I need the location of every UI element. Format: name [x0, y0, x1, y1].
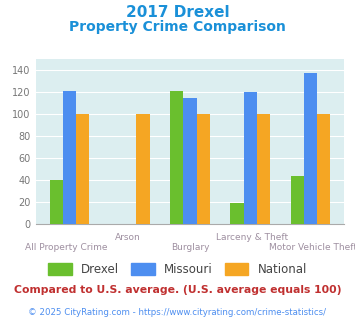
Bar: [76, 115, 89, 224]
Bar: [197, 115, 210, 224]
Text: Burglary: Burglary: [171, 243, 209, 251]
Bar: [183, 98, 197, 224]
Bar: [290, 176, 304, 224]
Bar: [63, 91, 76, 224]
Text: © 2025 CityRating.com - https://www.cityrating.com/crime-statistics/: © 2025 CityRating.com - https://www.city…: [28, 308, 327, 316]
Text: All Property Crime: All Property Crime: [25, 243, 108, 251]
Bar: [257, 115, 270, 224]
Legend: Drexel, Missouri, National: Drexel, Missouri, National: [43, 258, 312, 281]
Bar: [170, 91, 183, 224]
Text: Arson: Arson: [115, 233, 141, 242]
Bar: [304, 73, 317, 224]
Bar: [244, 92, 257, 224]
Text: 2017 Drexel: 2017 Drexel: [126, 5, 229, 20]
Text: Larceny & Theft: Larceny & Theft: [215, 233, 288, 242]
Text: Compared to U.S. average. (U.S. average equals 100): Compared to U.S. average. (U.S. average …: [14, 285, 341, 295]
Bar: [317, 115, 330, 224]
Bar: [230, 204, 244, 224]
Text: Motor Vehicle Theft: Motor Vehicle Theft: [269, 243, 355, 251]
Text: Property Crime Comparison: Property Crime Comparison: [69, 20, 286, 34]
Bar: [50, 181, 63, 224]
Bar: [136, 115, 149, 224]
